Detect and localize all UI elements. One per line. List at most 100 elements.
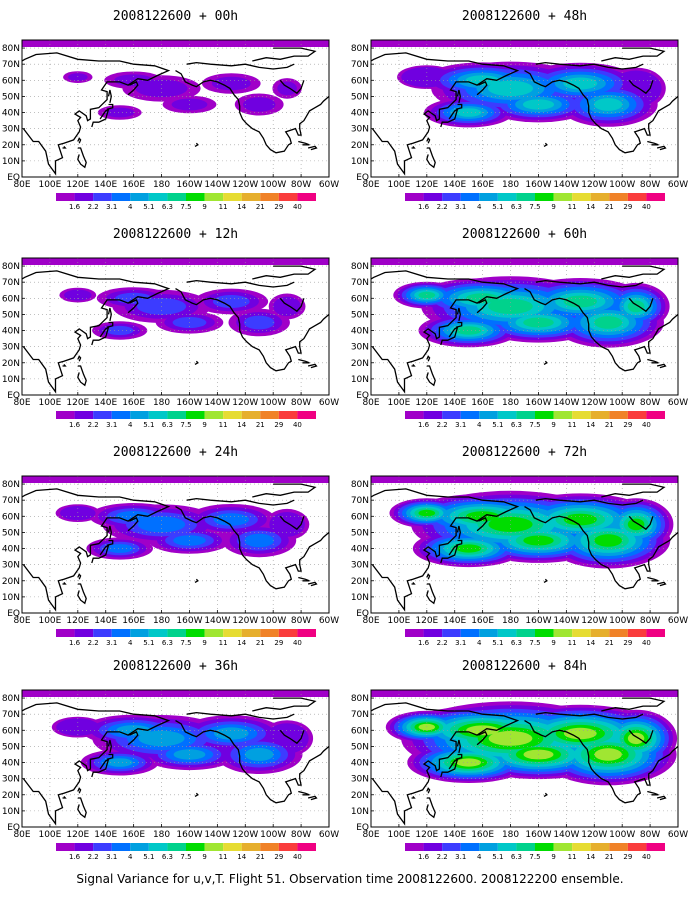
variance-shading <box>105 107 135 118</box>
colorbar-swatch <box>167 193 186 201</box>
colorbar-swatch <box>111 193 131 201</box>
longitude-label: 80W <box>291 398 311 408</box>
colorbar-swatch <box>572 193 591 201</box>
longitude-label: 100E <box>38 180 61 190</box>
colorbar-swatch <box>297 411 316 419</box>
coastline <box>601 697 666 712</box>
coastline <box>91 543 110 564</box>
coastline <box>298 576 310 582</box>
colorbar-swatch <box>627 629 647 637</box>
coastline <box>22 488 171 612</box>
colorbar-label: 6.3 <box>162 203 173 211</box>
longitude-label: 120W <box>581 398 607 408</box>
variance-shading <box>244 533 274 548</box>
coastline <box>455 539 463 546</box>
coastline <box>426 583 436 605</box>
colorbar-swatch <box>241 411 261 419</box>
coastline <box>127 81 139 96</box>
longitude-label: 100W <box>609 616 635 626</box>
colorbar-label: 40 <box>293 421 302 429</box>
colorbar-swatch <box>405 629 424 637</box>
variance-shading <box>371 40 678 47</box>
colorbar-swatch <box>204 193 224 201</box>
colorbar-swatch <box>479 629 498 637</box>
coastline <box>656 795 667 801</box>
latitude-label: 30N <box>351 343 369 353</box>
coastline <box>440 325 459 346</box>
colorbar-label: 7.5 <box>180 639 191 647</box>
colorbar-swatch <box>497 411 517 419</box>
variance-shading <box>563 513 597 526</box>
longitude-label: 80W <box>640 830 660 840</box>
latitude-label: 20N <box>351 791 369 801</box>
latitude-label: 80N <box>351 694 369 704</box>
colorbar-swatch <box>93 843 112 851</box>
colorbar-swatch <box>223 843 242 851</box>
longitude-label: 160W <box>176 830 202 840</box>
map-panel: 2008122600 + 24h 80N 70N 60N 50N 40N 30N 20N 10N… <box>2 445 339 647</box>
coastline <box>106 539 114 546</box>
colorbar-swatch <box>56 629 75 637</box>
colorbar-label: 14 <box>237 421 246 429</box>
variance-shading <box>64 289 92 301</box>
colorbar-label: 4 <box>128 853 133 861</box>
latitude-label: 30N <box>351 775 369 785</box>
colorbar-label: 1.6 <box>418 203 430 211</box>
colorbar-label: 7.5 <box>529 203 540 211</box>
longitude-label: 80E <box>13 180 30 190</box>
colorbar-label: 3.1 <box>455 421 466 429</box>
colorbar-swatch <box>423 843 443 851</box>
variance-shading <box>277 81 297 96</box>
colorbar-swatch <box>553 629 573 637</box>
map-panel: 2008122600 + 60h 80N 70N 60N 50N 40N 30N 20N 10N… <box>351 227 688 429</box>
latitude-label: 40N <box>351 327 369 337</box>
longitude-label: 140E <box>94 180 117 190</box>
variance-shading <box>401 66 453 88</box>
colorbar-swatch <box>148 411 168 419</box>
coastline <box>543 360 548 365</box>
panel-title: 2008122600 + 72h <box>462 445 587 460</box>
coastline <box>307 795 318 801</box>
colorbar-swatch <box>460 193 480 201</box>
longitude-label: 80E <box>13 616 30 626</box>
variance-shading <box>242 97 276 112</box>
coastline <box>411 795 416 799</box>
latitude-label: 80N <box>2 262 20 272</box>
longitude-label: 120E <box>66 398 89 408</box>
colorbar-label: 40 <box>642 421 651 429</box>
coastline <box>307 145 318 151</box>
colorbar-swatch <box>442 193 461 201</box>
colorbar-label: 11 <box>568 639 577 647</box>
coastline <box>371 702 520 826</box>
latitude-label: 80N <box>2 480 20 490</box>
colorbar-label: 29 <box>274 639 283 647</box>
colorbar-label: 6.3 <box>162 853 173 861</box>
colorbar-label: 21 <box>605 639 614 647</box>
latitude-label: 10N <box>2 593 20 603</box>
longitude-label: 160W <box>525 616 551 626</box>
latitude-label: EQ <box>356 173 369 183</box>
colorbar-swatch <box>646 843 665 851</box>
latitude-label: 50N <box>351 92 369 102</box>
latitude-label: 30N <box>2 125 20 135</box>
coastline <box>77 797 87 819</box>
variance-shading <box>627 300 645 313</box>
variance-shading <box>244 748 274 761</box>
longitude-label: 140E <box>94 398 117 408</box>
coastline <box>440 757 459 778</box>
latitude-label: EQ <box>7 609 20 619</box>
longitude-label: 100W <box>609 180 635 190</box>
coastline <box>298 790 310 796</box>
coastline <box>543 792 548 797</box>
latitude-label: 10N <box>351 157 369 167</box>
colorbar-swatch <box>74 843 94 851</box>
longitude-label: 160W <box>525 398 551 408</box>
colorbar-swatch <box>74 411 94 419</box>
colorbar-label: 9 <box>551 639 555 647</box>
colorbar-label: 40 <box>642 639 651 647</box>
longitude-label: 80W <box>291 180 311 190</box>
colorbar-label: 4 <box>477 639 482 647</box>
coastline <box>476 81 488 96</box>
longitude-label: 120W <box>232 616 258 626</box>
latitude-label: 40N <box>2 109 20 119</box>
